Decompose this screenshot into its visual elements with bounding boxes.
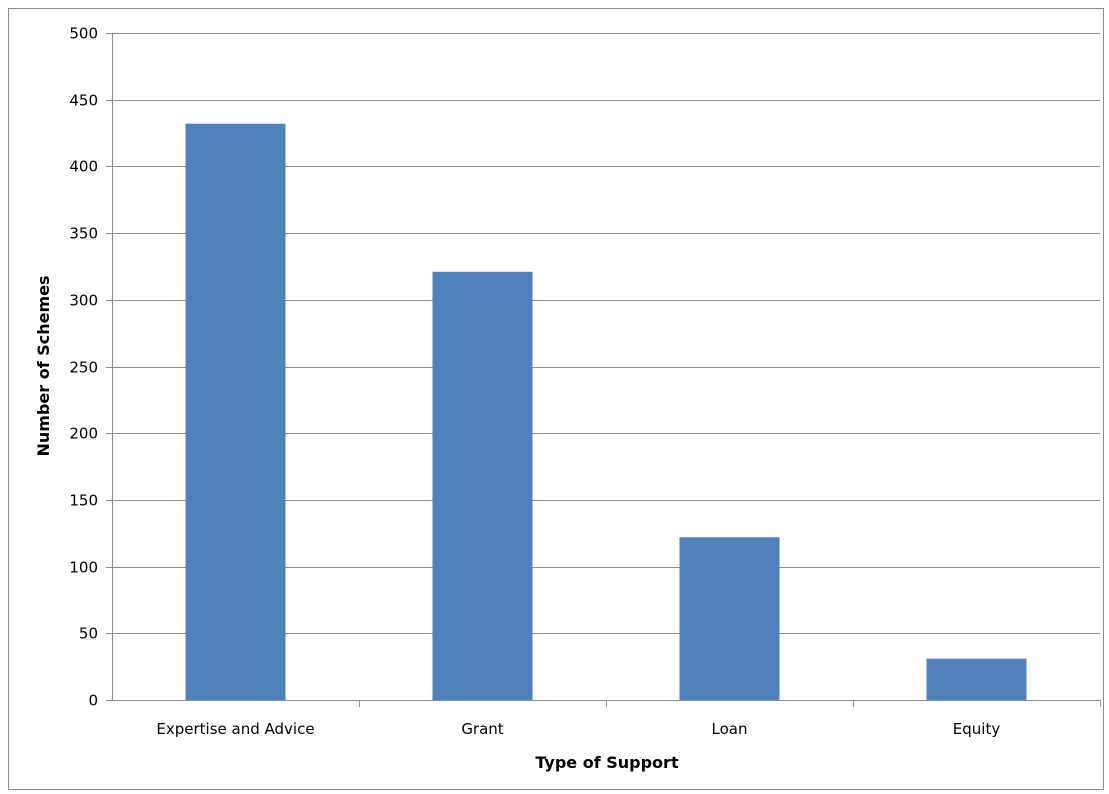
bar-grant	[432, 271, 533, 700]
y-tick-label-300: 300	[69, 292, 98, 310]
axes	[106, 33, 1101, 707]
y-tick-label-150: 150	[69, 492, 98, 510]
bar-loan	[679, 537, 780, 700]
y-tick-label-350: 350	[69, 225, 98, 243]
tick-labels: 0 50 100 150 200 250 300 350 400 450 500 Expertise …	[69, 25, 1000, 739]
x-tick-label-expertise-and-advice: Expertise and Advice	[156, 720, 314, 738]
bar-expertise-and-advice	[185, 123, 286, 701]
x-tick-label-loan: Loan	[712, 720, 748, 738]
y-tick-label-0: 0	[88, 692, 98, 710]
x-axis-title: Type of Support	[535, 753, 679, 772]
x-tick-label-equity: Equity	[953, 720, 1001, 738]
y-tick-label-400: 400	[69, 158, 98, 176]
x-tick-label-grant: Grant	[461, 720, 503, 738]
bars	[185, 123, 1027, 701]
y-tick-label-250: 250	[69, 359, 98, 377]
y-tick-label-200: 200	[69, 425, 98, 443]
y-tick-label-100: 100	[69, 559, 98, 577]
y-tick-label-50: 50	[79, 625, 98, 643]
y-tick-label-500: 500	[69, 25, 98, 43]
y-axis-title: Number of Schemes	[34, 275, 53, 456]
bar-equity	[926, 658, 1027, 700]
y-tick-label-450: 450	[69, 92, 98, 110]
